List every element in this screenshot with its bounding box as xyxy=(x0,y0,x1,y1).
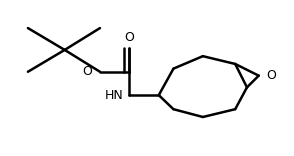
Text: O: O xyxy=(266,69,276,82)
Text: HN: HN xyxy=(105,89,123,102)
Text: O: O xyxy=(124,31,134,44)
Text: O: O xyxy=(83,65,93,78)
